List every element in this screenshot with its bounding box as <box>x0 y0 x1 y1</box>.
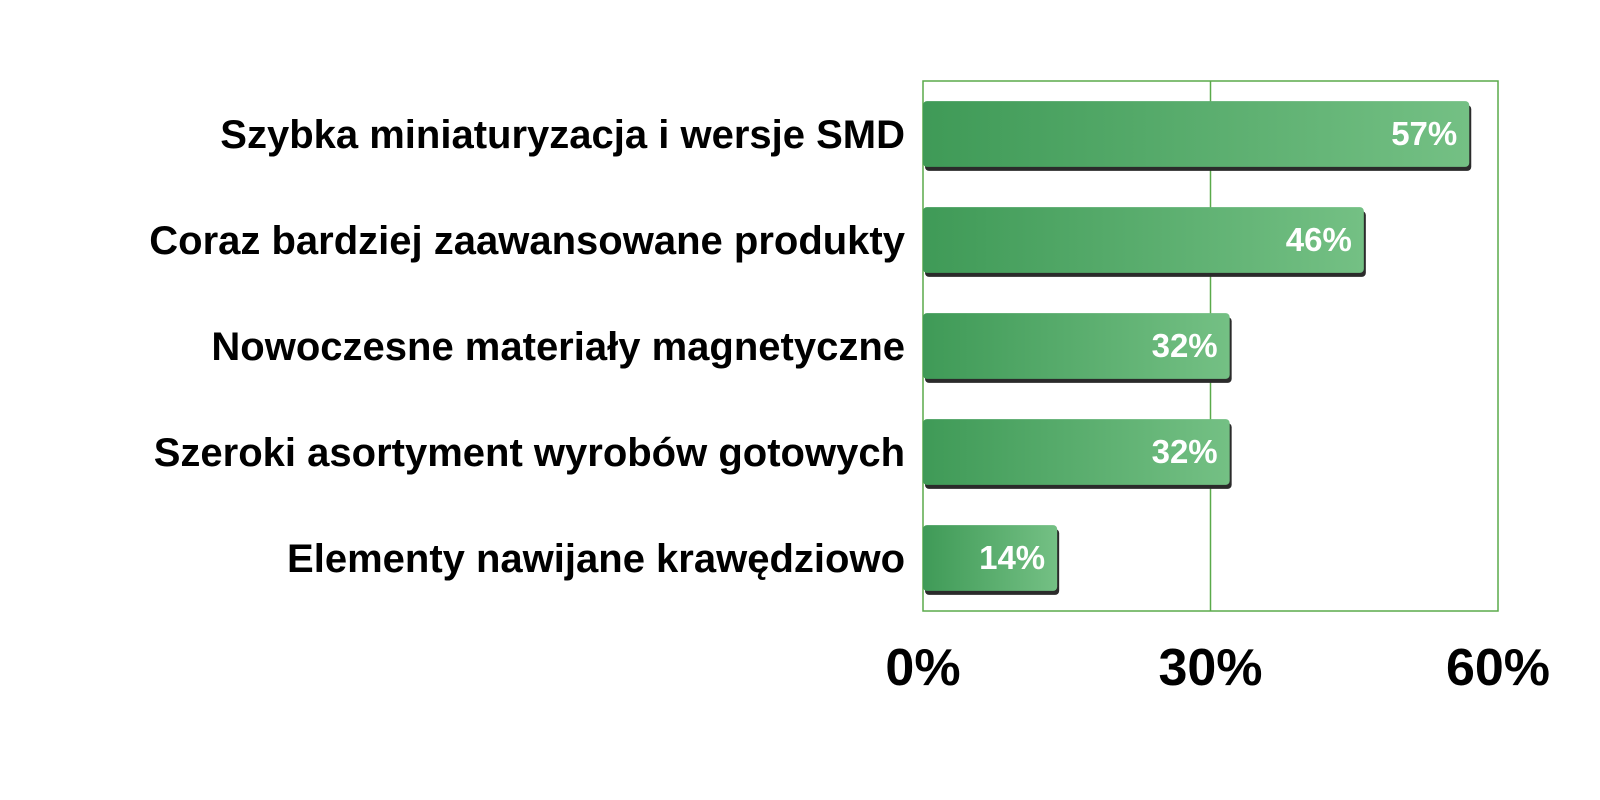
x-tick-label: 0% <box>885 639 960 697</box>
bar <box>923 101 1470 167</box>
category-labels: Szybka miniaturyzacja i wersje SMD Coraz … <box>149 113 905 581</box>
category-label: Elementy nawijane krawędziowo <box>287 537 905 581</box>
bars <box>923 101 1472 595</box>
data-label: 57% <box>1391 115 1457 152</box>
bar <box>923 207 1364 273</box>
data-labels: 57% 46% 32% 32% 14% <box>979 115 1457 576</box>
category-label: Coraz bardziej zaawansowane produkty <box>149 219 905 263</box>
data-label: 46% <box>1286 221 1352 258</box>
bar <box>923 313 1230 379</box>
x-tick-label: 60% <box>1446 639 1550 697</box>
data-label: 32% <box>1152 327 1218 364</box>
bar <box>923 525 1058 591</box>
x-tick-label: 30% <box>1158 639 1262 697</box>
x-axis-tick-labels: 0% 30% 60% <box>885 639 1550 697</box>
data-label: 14% <box>979 539 1045 576</box>
category-label: Szybka miniaturyzacja i wersje SMD <box>220 113 905 157</box>
category-label: Nowoczesne materiały magnetyczne <box>211 325 905 369</box>
data-label: 32% <box>1152 433 1218 470</box>
bar <box>923 419 1230 485</box>
category-label: Szeroki asortyment wyrobów gotowych <box>154 431 905 475</box>
